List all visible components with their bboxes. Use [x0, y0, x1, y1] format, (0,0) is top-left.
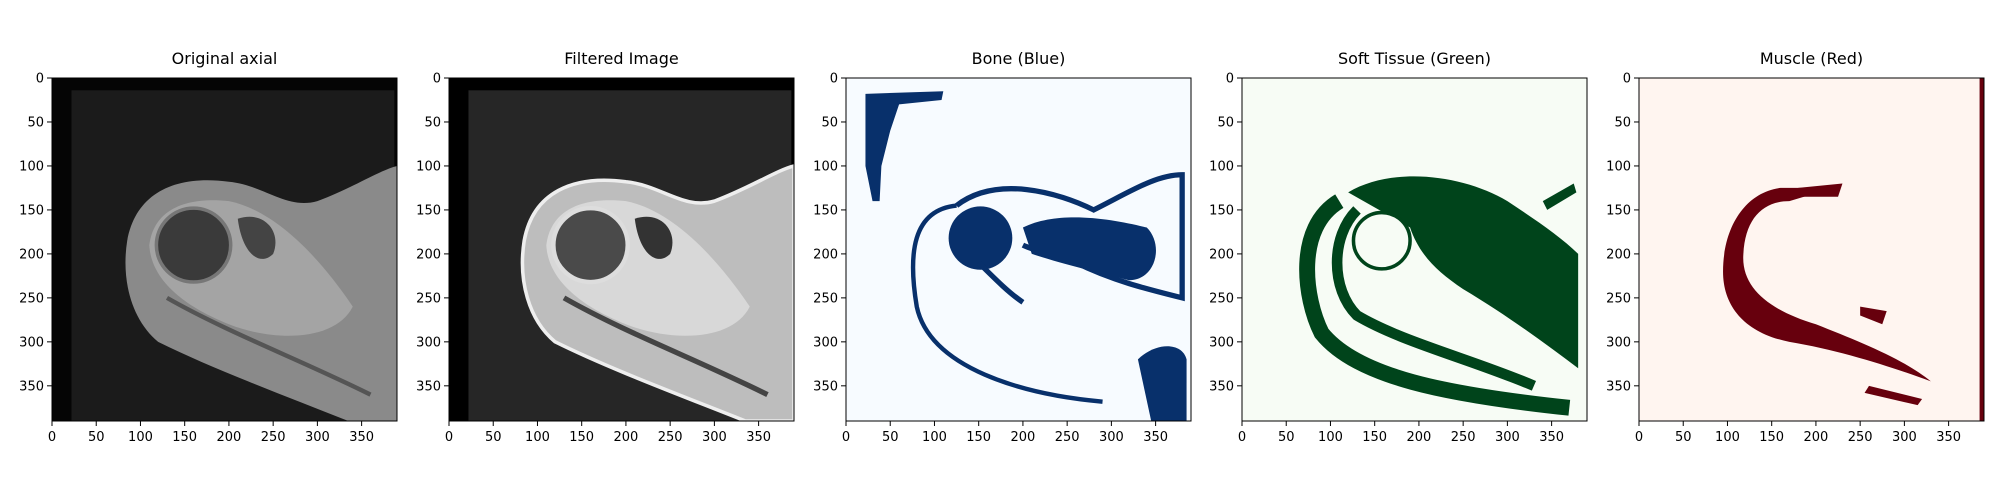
x-tick-label: 0 [1238, 430, 1246, 445]
y-tick-label: 0 [1226, 72, 1234, 87]
y-tick-label: 200 [1209, 247, 1234, 262]
y-tick-label: 350 [1606, 379, 1631, 394]
x-tick-label: 350 [1539, 430, 1564, 445]
y-tick-label: 250 [19, 291, 44, 306]
y-tick-label: 300 [1209, 335, 1234, 350]
y-tick-label: 100 [1606, 159, 1631, 174]
x-tick-label: 350 [349, 430, 374, 445]
panel-title: Bone (Blue) [972, 49, 1066, 68]
x-tick-label: 250 [1451, 430, 1476, 445]
y-tick-label: 200 [416, 247, 441, 262]
y-tick-label: 300 [1606, 335, 1631, 350]
x-tick-label: 150 [966, 430, 991, 445]
y-tick-label: 0 [433, 72, 441, 87]
x-tick-label: 100 [922, 430, 947, 445]
y-tick-label: 50 [1614, 115, 1631, 130]
x-tick-label: 50 [1278, 430, 1295, 445]
y-tick-label: 150 [1606, 203, 1631, 218]
y-tick-label: 100 [416, 159, 441, 174]
y-tick-label: 50 [1217, 115, 1234, 130]
y-tick-label: 50 [27, 115, 44, 130]
panel-title: Filtered Image [564, 49, 678, 68]
x-tick-label: 0 [842, 430, 850, 445]
mri-image [52, 78, 397, 421]
y-tick-label: 0 [830, 72, 838, 87]
x-tick-label: 150 [172, 430, 197, 445]
x-tick-label: 300 [305, 430, 330, 445]
x-tick-label: 250 [261, 430, 286, 445]
y-tick-label: 150 [416, 203, 441, 218]
x-tick-label: 150 [1759, 430, 1784, 445]
x-tick-label: 300 [1495, 430, 1520, 445]
x-tick-label: 150 [1362, 430, 1387, 445]
y-tick-label: 150 [19, 203, 44, 218]
axes-frame [51, 77, 398, 422]
y-tick-label: 150 [1209, 203, 1234, 218]
muscle-mask [1639, 78, 1984, 421]
x-tick-label: 250 [1055, 430, 1080, 445]
x-tick-label: 100 [1715, 430, 1740, 445]
y-tick-label: 250 [813, 291, 838, 306]
y-tick-label: 100 [813, 159, 838, 174]
x-tick-label: 100 [1318, 430, 1343, 445]
x-tick-label: 100 [525, 430, 550, 445]
panel-title: Muscle (Red) [1760, 49, 1863, 68]
y-tick-label: 200 [1606, 247, 1631, 262]
y-tick-label: 0 [1623, 72, 1631, 87]
y-tick-label: 50 [821, 115, 838, 130]
y-tick-label: 100 [19, 159, 44, 174]
x-tick-label: 350 [1936, 430, 1961, 445]
y-tick-label: 300 [19, 335, 44, 350]
bone-mask [846, 78, 1191, 421]
x-tick-label: 50 [882, 430, 899, 445]
mri-image [449, 78, 794, 421]
x-tick-label: 250 [658, 430, 683, 445]
y-tick-label: 0 [36, 72, 44, 87]
x-tick-label: 50 [485, 430, 502, 445]
panel-title: Soft Tissue (Green) [1338, 49, 1491, 68]
y-tick-label: 300 [813, 335, 838, 350]
axes-frame [448, 77, 795, 422]
axes-frame [1638, 77, 1985, 422]
x-tick-label: 300 [702, 430, 727, 445]
y-tick-label: 200 [813, 247, 838, 262]
x-tick-label: 200 [1407, 430, 1432, 445]
x-tick-label: 100 [128, 430, 153, 445]
soft-tissue-mask [1242, 78, 1587, 421]
y-tick-label: 150 [813, 203, 838, 218]
y-tick-label: 200 [19, 247, 44, 262]
y-tick-label: 50 [424, 115, 441, 130]
x-tick-label: 200 [217, 430, 242, 445]
y-tick-label: 250 [416, 291, 441, 306]
x-tick-label: 50 [88, 430, 105, 445]
x-tick-label: 50 [1675, 430, 1692, 445]
x-tick-label: 0 [445, 430, 453, 445]
axes-frame [1241, 77, 1588, 422]
y-tick-label: 250 [1606, 291, 1631, 306]
y-tick-label: 350 [19, 379, 44, 394]
x-tick-label: 200 [1804, 430, 1829, 445]
axes-frame [845, 77, 1192, 422]
y-tick-label: 350 [813, 379, 838, 394]
y-tick-label: 250 [1209, 291, 1234, 306]
x-tick-label: 250 [1848, 430, 1873, 445]
x-tick-label: 150 [569, 430, 594, 445]
y-tick-label: 300 [416, 335, 441, 350]
y-tick-label: 100 [1209, 159, 1234, 174]
x-tick-label: 0 [1635, 430, 1643, 445]
x-tick-label: 200 [1011, 430, 1036, 445]
x-tick-label: 350 [1143, 430, 1168, 445]
x-tick-label: 0 [48, 430, 56, 445]
x-tick-label: 300 [1099, 430, 1124, 445]
y-tick-label: 350 [416, 379, 441, 394]
x-tick-label: 200 [614, 430, 639, 445]
x-tick-label: 300 [1892, 430, 1917, 445]
x-tick-label: 350 [746, 430, 771, 445]
panel-title: Original axial [172, 49, 278, 68]
y-tick-label: 350 [1209, 379, 1234, 394]
